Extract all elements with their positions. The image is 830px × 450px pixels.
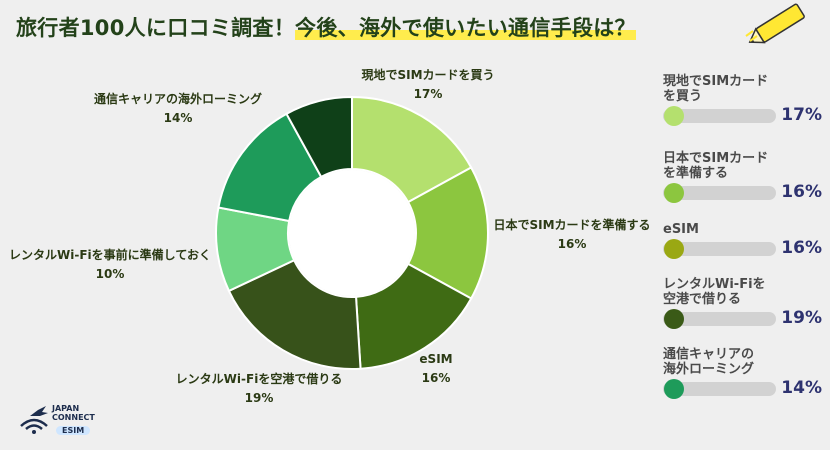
legend-item-airport-wifi: レンタルWi-Fiを 空港で借りる 19% <box>663 277 828 331</box>
legend-label: 通信キャリアの 海外ローミング <box>663 347 755 377</box>
pencil-icon <box>745 3 805 44</box>
logo-esim: ESIM <box>56 426 91 435</box>
slice-label-name: 通信キャリアの海外ローミング <box>93 92 263 106</box>
legend-track <box>663 242 776 256</box>
slice-label-pct: 10% <box>95 267 125 281</box>
slice-label-pct: 17% <box>413 87 443 101</box>
title-part1: 旅行者100人に口コミ調査！ <box>16 16 296 40</box>
legend-pct: 19% <box>781 308 822 328</box>
legend-item-local-sim: 現地でSIMカード を買う 17% <box>663 74 828 128</box>
slice-label-pct: 14% <box>163 111 193 125</box>
slice-label-pct: 19% <box>244 391 274 405</box>
legend-dot <box>664 106 684 126</box>
slice-label-japan-sim: 日本でSIMカードを準備する 16% <box>493 216 650 254</box>
logo-line2: CONNECT <box>52 413 95 422</box>
slice-label-esim: eSIM 16% <box>419 350 452 388</box>
logo-line1: JAPAN <box>52 404 80 413</box>
donut-slice-airport-wifi <box>227 258 362 370</box>
legend-item-roaming: 通信キャリアの 海外ローミング 14% <box>663 347 828 401</box>
legend-label: レンタルWi-Fiを 空港で借りる <box>663 277 766 307</box>
legend-label: 日本でSIMカード を準備する <box>663 151 769 181</box>
slice-label-prebooked-wifi: レンタルWi-Fiを事前に準備しておく 10% <box>9 246 211 284</box>
slice-label-pct: 16% <box>421 371 451 385</box>
legend-item-japan-sim: 日本でSIMカード を準備する 16% <box>663 151 828 205</box>
legend-track <box>663 312 776 326</box>
legend-dot <box>664 379 684 399</box>
slice-label-name: レンタルWi-Fiを空港で借りる <box>175 372 343 386</box>
legend-pct: 14% <box>781 378 822 398</box>
slice-label-name: 日本でSIMカードを準備する <box>493 218 651 232</box>
brand-logo: JAPAN CONNECT ESIM <box>18 404 118 440</box>
legend-label: 現地でSIMカード を買う <box>663 74 769 104</box>
wifi-bird-icon <box>20 406 48 434</box>
slice-label-name: eSIM <box>419 352 453 366</box>
legend-pct: 17% <box>781 105 822 125</box>
legend-pct: 16% <box>781 238 822 258</box>
slice-label-pct: 16% <box>557 237 587 251</box>
slice-label-name: レンタルWi-Fiを事前に準備しておく <box>9 248 211 262</box>
slice-label-roaming: 通信キャリアの海外ローミング 14% <box>94 90 262 128</box>
donut-slice-other <box>285 95 353 179</box>
legend-item-esim: eSIM 16% <box>663 222 828 261</box>
title-part2: 今後、海外で使いたい通信手段は？ <box>295 16 636 40</box>
page-title: 旅行者100人に口コミ調査！今後、海外で使いたい通信手段は？ <box>16 12 636 42</box>
legend-track <box>663 186 776 200</box>
legend-dot <box>664 183 684 203</box>
legend-dot <box>664 239 684 259</box>
legend-pct: 16% <box>781 182 822 202</box>
slice-label-local-sim: 現地でSIMカードを買う 17% <box>361 66 494 104</box>
donut-slice-esim <box>354 262 473 370</box>
donut-hole <box>289 170 415 296</box>
legend-dot <box>664 309 684 329</box>
slice-label-name: 現地でSIMカードを買う <box>361 68 495 82</box>
legend-track <box>663 109 776 123</box>
legend-track <box>663 382 776 396</box>
slice-label-airport-wifi: レンタルWi-Fiを空港で借りる 19% <box>176 370 343 408</box>
donut-slice-japan-sim <box>406 166 489 300</box>
legend-label: eSIM <box>663 222 699 237</box>
